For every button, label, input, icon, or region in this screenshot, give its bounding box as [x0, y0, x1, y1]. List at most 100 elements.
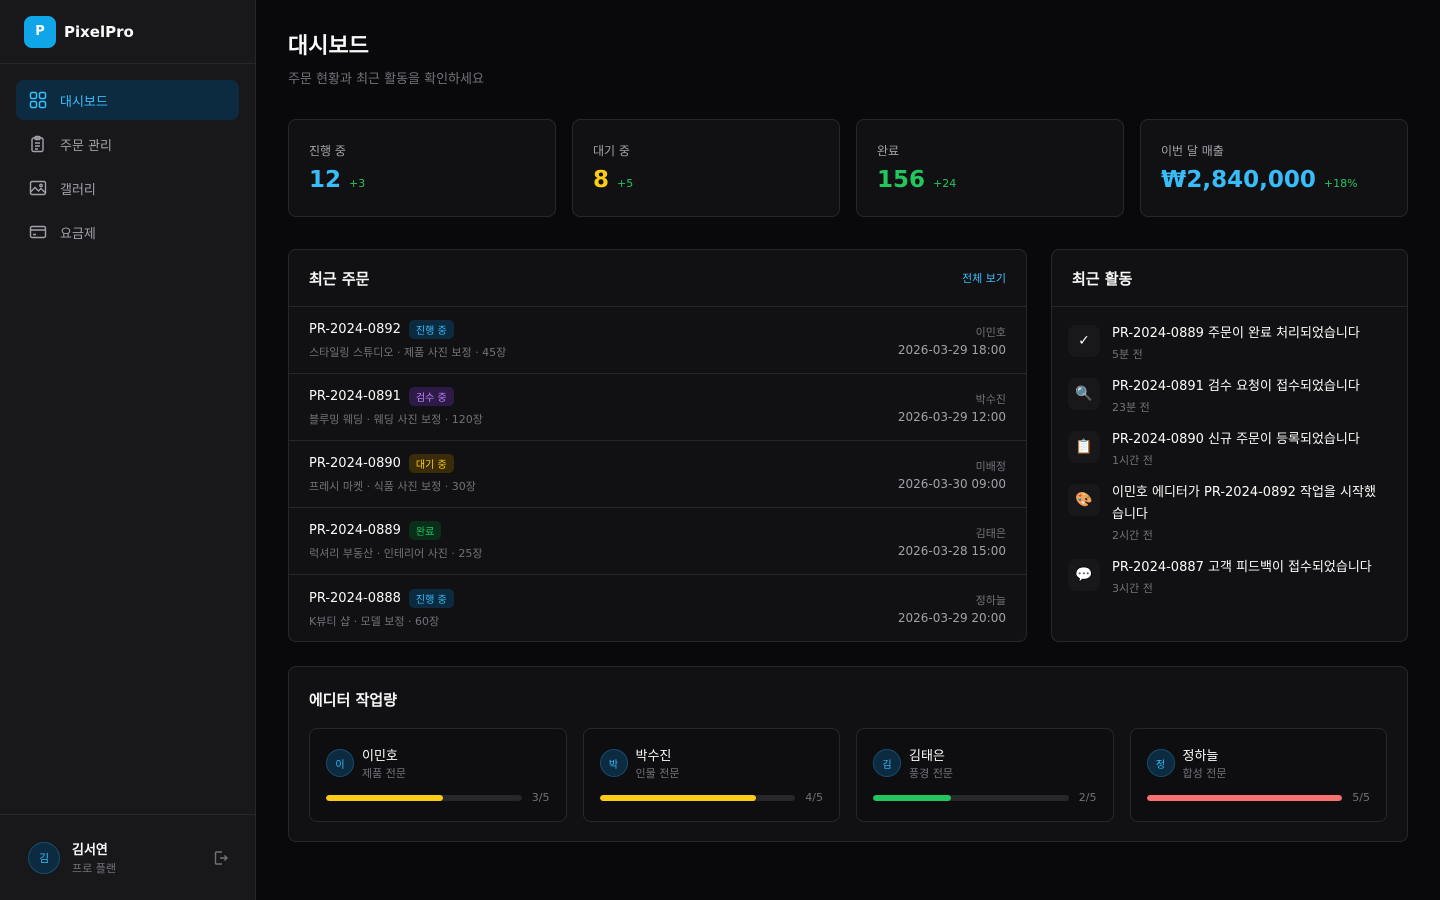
sidebar: P PixelPro 대시보드 주문 관리 갤러리 요금제 — [0, 0, 256, 900]
order-meta: 럭셔리 부동산 · 인테리어 사진 · 25장 — [309, 547, 483, 560]
editor-name: 박수진 — [635, 749, 672, 764]
order-id: PR-2024-0891 — [309, 389, 401, 404]
order-date: 2026-03-29 20:00 — [897, 611, 1006, 625]
avatar: 박 — [599, 749, 628, 777]
order-id: PR-2024-0892 — [309, 322, 401, 337]
table-row[interactable]: PR-2024-0889 완료 럭셔리 부동산 · 인테리어 사진 · 25장 … — [289, 508, 1026, 575]
recent-orders-panel: 최근 주문 전체 보기 PR-2024-0892 진행 중 스타일링 스튜디오 … — [288, 249, 1027, 642]
sidebar-nav: 대시보드 주문 관리 갤러리 요금제 — [0, 64, 255, 272]
activity-time: 5분 전 — [1112, 348, 1143, 361]
palette-icon: 🎨 — [1068, 484, 1100, 516]
stat-label: 진행 중 — [309, 144, 346, 158]
table-row[interactable]: PR-2024-0891 검수 중 블루밍 웨딩 · 웨딩 사진 보정 · 12… — [289, 374, 1026, 441]
list-item: 🎨 이민호 에디터가 PR-2024-0892 작업을 시작했습니다 2시간 전 — [1068, 482, 1387, 543]
workload-bar — [1146, 794, 1342, 801]
activity-text: 이민호 에디터가 PR-2024-0892 작업을 시작했습니다 — [1112, 485, 1376, 522]
sidebar-item-label: 대시보드 — [60, 94, 108, 110]
order-editor: 정하늘 — [975, 594, 1006, 607]
stat-delta: +18% — [1323, 177, 1358, 190]
order-list: PR-2024-0892 진행 중 스타일링 스튜디오 · 제품 사진 보정 ·… — [289, 307, 1026, 642]
activity-text: PR-2024-0889 주문이 완료 처리되었습니다 — [1112, 326, 1360, 341]
activity-text: PR-2024-0890 신규 주문이 등록되었습니다 — [1112, 432, 1360, 447]
stat-label: 이번 달 매출 — [1161, 144, 1224, 158]
user-name: 김서연 — [72, 843, 108, 858]
table-row[interactable]: PR-2024-0888 진행 중 K뷰티 샵 · 모델 보정 · 60장 정하… — [289, 575, 1026, 642]
order-editor: 김태은 — [975, 526, 1006, 540]
speech-bubble-icon: 💬 — [1068, 559, 1100, 591]
editor-card[interactable]: 박 박수진 인물 전문 4/5 — [582, 728, 840, 822]
status-badge: 진행 중 — [408, 320, 454, 339]
editor-specialty: 인물 전문 — [635, 767, 680, 780]
editor-name: 김태은 — [909, 749, 945, 764]
workload-count: 4/5 — [805, 791, 823, 804]
table-row[interactable]: PR-2024-0890 대기 중 프레시 마켓 · 식품 사진 보정 · 30… — [289, 441, 1026, 508]
brand[interactable]: P PixelPro — [0, 0, 255, 64]
sidebar-item-label: 주문 관리 — [60, 138, 112, 154]
status-badge: 완료 — [408, 521, 442, 540]
workload-bar — [599, 794, 795, 801]
editor-workload-panel: 에디터 작업량 이 이민호 제품 전문 3/5 박 — [288, 666, 1408, 842]
order-date: 2026-03-28 15:00 — [897, 543, 1006, 558]
main-content: 대시보드 주문 현황과 최근 활동을 확인하세요 진행 중 12 +3 대기 중… — [288, 32, 1408, 842]
list-item: ✓ PR-2024-0889 주문이 완료 처리되었습니다 5분 전 — [1068, 323, 1387, 362]
stat-card-waiting: 대기 중 8 +5 — [572, 119, 840, 217]
credit-card-icon — [28, 222, 48, 242]
editor-card[interactable]: 김 김태은 풍경 전문 2/5 — [856, 728, 1114, 822]
stat-label: 대기 중 — [593, 144, 630, 158]
stat-value: ₩2,840,000 — [1161, 167, 1316, 193]
list-item: 💬 PR-2024-0887 고객 피드백이 접수되었습니다 3시간 전 — [1068, 557, 1387, 596]
editor-grid: 이 이민호 제품 전문 3/5 박 박수진 인물 전문 — [289, 710, 1407, 822]
sidebar-item-pricing[interactable]: 요금제 — [16, 212, 239, 252]
status-badge: 검수 중 — [408, 387, 454, 406]
editor-card[interactable]: 이 이민호 제품 전문 3/5 — [309, 728, 567, 822]
clipboard-icon: 📋 — [1068, 431, 1100, 463]
page-title: 대시보드 — [288, 34, 369, 59]
editor-specialty: 제품 전문 — [362, 767, 406, 780]
editor-card[interactable]: 정 정하늘 합성 전문 5/5 — [1129, 728, 1387, 822]
list-item: 🔍 PR-2024-0891 검수 요청이 접수되었습니다 23분 전 — [1068, 376, 1387, 415]
editor-name: 정하늘 — [1182, 749, 1219, 764]
workload-count: 2/5 — [1078, 791, 1097, 804]
page-subtitle: 주문 현황과 최근 활동을 확인하세요 — [288, 72, 484, 87]
recent-activity-title: 최근 활동 — [1072, 269, 1133, 288]
grid-icon — [28, 90, 48, 110]
logout-icon[interactable] — [211, 848, 231, 868]
order-meta: K뷰티 샵 · 모델 보정 · 60장 — [309, 614, 440, 628]
workload-bar-fill — [599, 794, 756, 801]
workload-bar-fill — [873, 794, 952, 801]
order-id: PR-2024-0890 — [309, 456, 401, 471]
stat-delta: +24 — [933, 177, 957, 190]
sidebar-item-gallery[interactable]: 갤러리 — [16, 168, 239, 208]
view-all-link[interactable]: 전체 보기 — [962, 272, 1006, 285]
order-editor: 박수진 — [975, 392, 1006, 406]
activity-time: 2시간 전 — [1112, 529, 1153, 542]
stats-row: 진행 중 12 +3 대기 중 8 +5 완료 156 +24 이번 달 매출 … — [288, 119, 1408, 217]
sidebar-footer: 김 김서연 프로 플랜 — [0, 814, 255, 900]
content-row: 최근 주문 전체 보기 PR-2024-0892 진행 중 스타일링 스튜디오 … — [288, 249, 1408, 642]
sidebar-item-orders[interactable]: 주문 관리 — [16, 124, 239, 164]
stat-card-revenue: 이번 달 매출 ₩2,840,000 +18% — [1140, 119, 1408, 217]
sidebar-item-label: 요금제 — [60, 226, 96, 242]
brand-name: PixelPro — [64, 22, 134, 41]
order-id: PR-2024-0889 — [309, 523, 401, 538]
avatar[interactable]: 김 — [28, 841, 60, 874]
sidebar-item-dashboard[interactable]: 대시보드 — [16, 80, 239, 120]
avatar: 이 — [326, 749, 354, 777]
editor-name: 이민호 — [362, 749, 398, 764]
table-row[interactable]: PR-2024-0892 진행 중 스타일링 스튜디오 · 제품 사진 보정 ·… — [289, 307, 1026, 374]
recent-orders-title: 최근 주문 — [309, 269, 370, 288]
status-badge: 대기 중 — [408, 454, 454, 473]
brand-logo: P — [24, 15, 56, 48]
stat-value: 156 — [877, 167, 926, 193]
sidebar-item-label: 갤러리 — [60, 182, 96, 198]
stat-card-in-progress: 진행 중 12 +3 — [288, 119, 556, 217]
workload-count: 5/5 — [1352, 791, 1370, 804]
avatar: 김 — [873, 749, 901, 777]
activity-text: PR-2024-0887 고객 피드백이 접수되었습니다 — [1112, 560, 1372, 575]
order-editor: 이민호 — [975, 325, 1006, 339]
list-item: 📋 PR-2024-0890 신규 주문이 등록되었습니다 1시간 전 — [1068, 429, 1387, 468]
order-meta: 스타일링 스튜디오 · 제품 사진 보정 · 45장 — [309, 346, 507, 359]
order-date: 2026-03-29 12:00 — [897, 409, 1006, 424]
stat-delta: +5 — [617, 177, 634, 190]
order-meta: 블루밍 웨딩 · 웨딩 사진 보정 · 120장 — [309, 413, 483, 426]
